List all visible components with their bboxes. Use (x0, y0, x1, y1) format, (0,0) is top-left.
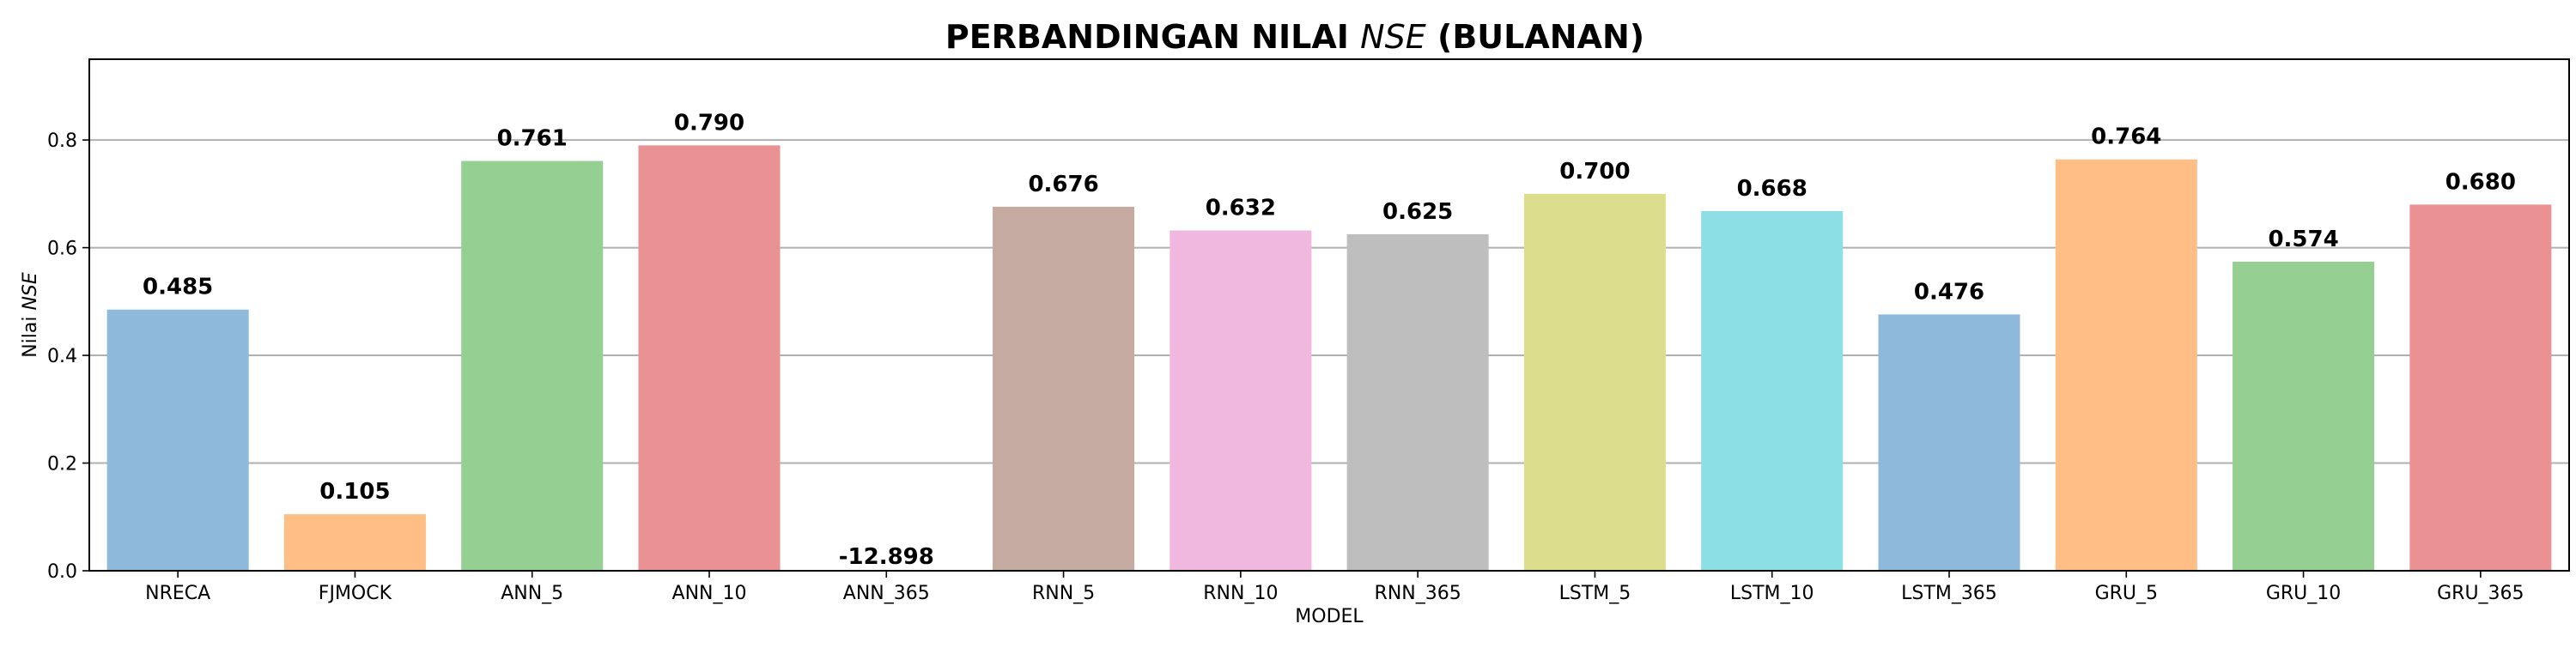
bar (106, 309, 249, 571)
y-axis-label-italic: NSE (20, 272, 41, 310)
data-label: 0.485 (143, 275, 213, 300)
x-tick-label: RNN_365 (1375, 583, 1461, 604)
x-tick-label: RNN_5 (1032, 583, 1095, 604)
x-tick-label: GRU_5 (2095, 583, 2158, 604)
x-axis-label: MODEL (1295, 606, 1364, 627)
bar (638, 145, 781, 571)
x-tick-label: LSTM_365 (1901, 583, 1997, 604)
x-tick-label: GRU_10 (2266, 583, 2341, 604)
data-label: 0.680 (2445, 169, 2516, 195)
data-label: -12.898 (839, 544, 934, 570)
bar (1346, 233, 1489, 571)
bar (1170, 230, 1312, 571)
bar (2233, 261, 2375, 571)
bar (1878, 314, 2020, 571)
bar (2409, 204, 2552, 572)
axes: 0.0 0.2 0.4 0.6 0.8 NRECA FJMOCK ANN_5 ANN_10 ANN… (47, 130, 2524, 604)
x-tick-label: LSTM_5 (1559, 583, 1631, 604)
y-axis-label: Nilai NSE (20, 272, 41, 358)
data-label: 0.625 (1382, 199, 1453, 225)
data-label: 0.764 (2091, 124, 2161, 150)
x-tick-label: ANN_5 (501, 583, 563, 604)
x-tick-label: LSTM_10 (1730, 583, 1814, 604)
chart-title: PERBANDINGAN NILAI NSE (BULANAN) (945, 18, 1644, 56)
data-label: 0.700 (1559, 159, 1630, 185)
data-labels: 0.485 0.105 0.761 0.790 -12.898 0.676 0.632 0.6… (143, 110, 2516, 570)
data-label: 0.105 (319, 479, 390, 505)
data-label: 0.676 (1028, 172, 1098, 197)
x-tick-label: ANN_10 (672, 583, 747, 604)
chart-title-italic: NSE (1360, 18, 1426, 56)
bar (283, 514, 426, 571)
chart-title-suffix: (BULANAN) (1426, 18, 1644, 56)
bar (2055, 159, 2197, 571)
x-tick-label: NRECA (145, 583, 210, 604)
x-tick-label: RNN_10 (1203, 583, 1278, 604)
chart-title-prefix: PERBANDINGAN NILAI (945, 18, 1360, 56)
data-label: 0.761 (497, 126, 568, 152)
y-tick-label: 0.0 (47, 561, 77, 583)
y-axis-label-prefix: Nilai (20, 311, 41, 358)
y-tick-label: 0.6 (47, 239, 77, 260)
data-label: 0.668 (1737, 176, 1807, 202)
y-tick-label: 0.2 (47, 454, 77, 475)
data-label: 0.790 (674, 110, 744, 136)
bar (461, 160, 604, 571)
plot-frame (88, 58, 2570, 572)
x-tick-label: ANN_365 (843, 583, 930, 604)
bars (106, 145, 2552, 572)
y-tick-label: 0.8 (47, 130, 77, 152)
data-label: 0.476 (1914, 279, 1984, 305)
bar (1701, 210, 1844, 571)
data-label: 0.632 (1206, 196, 1276, 221)
x-tick-label: FJMOCK (319, 583, 392, 604)
x-tick-label: GRU_365 (2437, 583, 2524, 604)
bar (1523, 193, 1666, 571)
bar (993, 206, 1135, 572)
y-tick-label: 0.4 (47, 346, 77, 367)
data-label: 0.574 (2268, 227, 2338, 252)
